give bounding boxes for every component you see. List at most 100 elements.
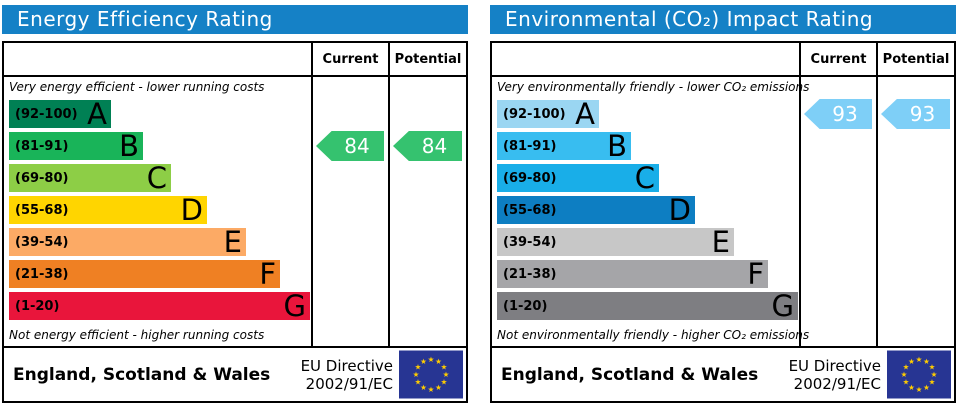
svg-text:★: ★: [916, 385, 923, 394]
band-letter: E: [711, 225, 730, 259]
eu-directive-line2: 2002/91/EC: [305, 374, 393, 393]
energy-band-d: (55-68) D: [9, 196, 207, 225]
energy-current-cell: 84: [313, 77, 390, 346]
energy-band-chart: Very energy efficient - lower running co…: [4, 77, 313, 346]
environmental-bottom-caption: Not environmentally friendly - higher CO…: [497, 328, 810, 342]
energy-potential-column-header: Potential: [390, 43, 466, 77]
energy-band-b: (81-91) B: [9, 132, 143, 161]
energy-top-caption: Very energy efficient - lower running co…: [9, 80, 265, 94]
environmental-band-d: (55-68) D: [497, 193, 695, 227]
eu-flag-icon: ★ ★★ ★★★ ★★★ ★★★: [887, 350, 951, 399]
svg-text:★: ★: [903, 378, 910, 387]
energy-potential-value: 84: [421, 134, 448, 158]
svg-text:★: ★: [929, 378, 936, 387]
band-letter: F: [259, 257, 276, 291]
band-range: (92-100): [15, 106, 78, 122]
environmental-band-g: (1-20) G: [497, 289, 798, 323]
band-range: (81-91): [503, 138, 557, 154]
svg-text:★: ★: [435, 357, 442, 366]
band-letter: B: [607, 129, 627, 163]
svg-text:★: ★: [923, 383, 930, 392]
svg-text:★: ★: [903, 363, 910, 372]
svg-text:★: ★: [441, 363, 448, 372]
environmental-band-c: (69-80) C: [497, 161, 659, 195]
environmental-potential-column-header: Potential: [878, 43, 954, 77]
band-letter: G: [283, 289, 306, 323]
energy-potential-cell: 84: [390, 77, 466, 346]
band-letter: E: [223, 225, 242, 259]
potential-label: Potential: [882, 51, 950, 67]
band-letter: C: [634, 161, 655, 195]
band-range: (1-20): [15, 298, 60, 314]
current-label: Current: [810, 51, 867, 67]
svg-text:★: ★: [908, 383, 915, 392]
svg-text:★: ★: [916, 355, 923, 364]
svg-text:★: ★: [908, 357, 915, 366]
svg-text:★: ★: [420, 357, 427, 366]
energy-band-f: (21-38) F: [9, 257, 280, 291]
svg-text:★: ★: [923, 357, 930, 366]
energy-bottom-caption: Not energy efficient - higher running co…: [9, 328, 265, 342]
band-range: (81-91): [15, 138, 69, 154]
band-range: (69-80): [15, 170, 69, 186]
svg-text:★: ★: [428, 355, 435, 364]
svg-text:★: ★: [415, 363, 422, 372]
band-range: (21-38): [15, 266, 69, 282]
environmental-potential-value: 93: [909, 102, 936, 126]
environmental-rating-table: Current Potential Very environmentally f…: [490, 41, 956, 348]
environmental-band-e: (39-54) E: [497, 225, 734, 259]
energy-band-g: (1-20) G: [9, 289, 310, 323]
energy-current-column-header: Current: [313, 43, 390, 77]
svg-text:★: ★: [931, 370, 938, 379]
band-range: (55-68): [503, 202, 557, 218]
band-letter: F: [747, 257, 764, 291]
environmental-band-a: (92-100) A: [497, 97, 599, 131]
environmental-band-f: (21-38) F: [497, 257, 768, 291]
environmental-band-chart: Very environmentally friendly - lower CO…: [492, 77, 809, 346]
energy-header-spacer: [4, 43, 313, 77]
environmental-top-caption: Very environmentally friendly - lower CO…: [497, 80, 810, 94]
eu-flag-icon: ★ ★★ ★★★ ★★★ ★★★: [399, 350, 463, 399]
band-range: (92-100): [503, 106, 566, 122]
energy-current-value: 84: [344, 134, 370, 158]
environmental-potential-arrow: 93: [881, 99, 950, 129]
svg-text:★: ★: [428, 385, 435, 394]
region-label: England, Scotland & Wales: [501, 364, 759, 385]
svg-text:★: ★: [415, 378, 422, 387]
energy-potential-arrow: 84: [393, 131, 462, 161]
environmental-footer: England, Scotland & Wales EU Directive 2…: [490, 348, 956, 403]
energy-band-e: (39-54) E: [9, 225, 246, 259]
svg-text:★: ★: [441, 378, 448, 387]
environmental-current-column-header: Current: [801, 43, 878, 77]
svg-text:★: ★: [413, 370, 420, 379]
eu-directive-line1: EU Directive: [300, 356, 393, 375]
eu-directive-line2: 2002/91/EC: [793, 374, 881, 393]
band-letter: C: [146, 161, 167, 195]
band-letter: A: [87, 97, 107, 131]
environmental-current-value: 93: [832, 102, 858, 126]
svg-text:★: ★: [443, 370, 450, 379]
environmental-panel-title: Environmental (CO₂) Impact Rating: [490, 5, 956, 34]
current-label: Current: [322, 51, 379, 67]
potential-label: Potential: [394, 51, 462, 67]
eu-directive-label: EU Directive 2002/91/EC: [301, 357, 399, 393]
band-letter: G: [771, 289, 794, 323]
energy-band-a: (92-100) A: [9, 97, 111, 131]
band-letter: D: [668, 193, 691, 227]
energy-rating-table: Current Potential Very energy efficient …: [2, 41, 468, 348]
environmental-current-cell: 93: [801, 77, 878, 346]
band-letter: A: [575, 97, 595, 131]
eu-directive-line1: EU Directive: [788, 356, 881, 375]
svg-text:★: ★: [929, 363, 936, 372]
band-range: (21-38): [503, 266, 557, 282]
svg-text:★: ★: [901, 370, 908, 379]
band-range: (1-20): [503, 298, 548, 314]
svg-text:★: ★: [435, 383, 442, 392]
energy-current-arrow: 84: [316, 131, 384, 161]
band-range: (39-54): [15, 234, 69, 250]
energy-efficiency-panel: Energy Efficiency Rating Current Potenti…: [2, 5, 468, 403]
band-range: (69-80): [503, 170, 557, 186]
energy-band-c: (69-80) C: [9, 161, 171, 195]
svg-text:★: ★: [420, 383, 427, 392]
